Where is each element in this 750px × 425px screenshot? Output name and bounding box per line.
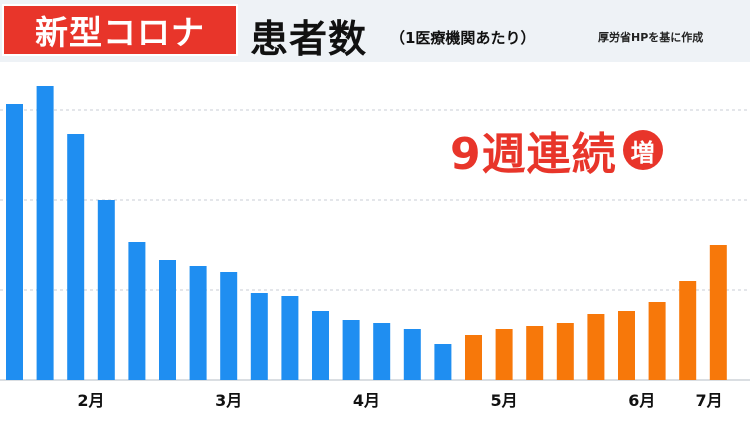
callout-text: 9週連続 <box>450 129 617 180</box>
bar-orange-5 <box>587 314 605 380</box>
bar-blue-9 <box>250 293 268 380</box>
chart-title: 患者数 <box>250 17 368 61</box>
month-label: 2月 <box>77 391 104 410</box>
bar-orange-8 <box>679 281 697 380</box>
bar-blue-15 <box>434 344 452 380</box>
bar-blue-12 <box>342 320 360 380</box>
increase-badge-label: 増 <box>630 138 655 167</box>
bar-blue-4 <box>97 200 115 380</box>
month-label: 4月 <box>353 391 380 410</box>
bar-chart-area: 2月 3月 4月 5月 6月 7月 <box>0 62 750 421</box>
chart-header: 新型コロナ 患者数 （1医療機関あたり） 厚労省HPを基に作成 <box>0 0 750 62</box>
bar-orange-9 <box>709 245 727 380</box>
month-label: 5月 <box>491 391 518 410</box>
month-label: 6月 <box>628 391 655 410</box>
bar-blue-1 <box>6 104 23 380</box>
bar-blue-6 <box>159 260 176 380</box>
month-label: 3月 <box>215 391 242 410</box>
bar-chart: 2月 3月 4月 5月 6月 7月 <box>0 86 750 410</box>
bar-blue-3 <box>67 134 85 380</box>
increase-badge: 増 <box>622 130 663 170</box>
bar-blue-2 <box>36 86 54 380</box>
bar-blue-10 <box>281 296 299 380</box>
bar-blue-13 <box>373 323 391 380</box>
bar-orange-4 <box>556 323 574 380</box>
bar-orange-7 <box>648 302 666 380</box>
source-note: 厚労省HPを基に作成 <box>598 31 704 44</box>
chart-subtitle: （1医療機関あたり） <box>390 29 536 47</box>
bar-blue-5 <box>128 242 146 380</box>
increase-callout: 9週連続 増 <box>450 120 663 180</box>
bar-blue-8 <box>220 272 238 380</box>
bar-blue-14 <box>403 329 421 380</box>
month-label: 7月 <box>696 391 723 410</box>
topic-tag-label: 新型コロナ <box>35 13 205 52</box>
bar-orange-1 <box>465 335 482 380</box>
topic-tag: 新型コロナ <box>2 4 238 56</box>
bar-blue-7 <box>189 266 207 380</box>
bar-orange-3 <box>526 326 544 380</box>
bar-orange-6 <box>618 311 635 380</box>
bar-orange-2 <box>495 329 513 380</box>
bar-blue-11 <box>312 311 329 380</box>
